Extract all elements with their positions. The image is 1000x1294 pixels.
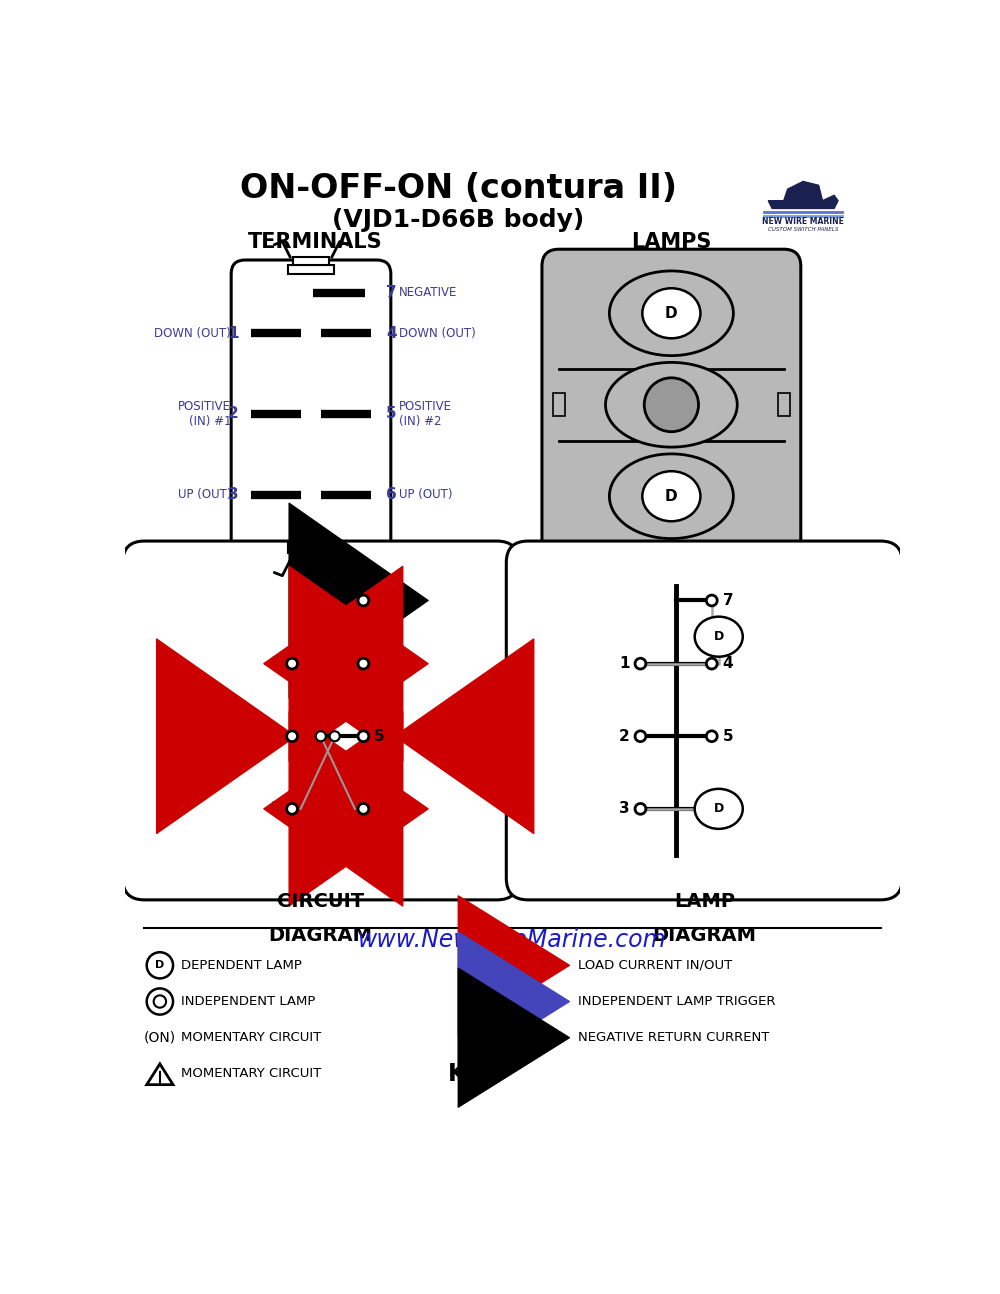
Text: MOMENTARY CIRCUIT: MOMENTARY CIRCUIT: [181, 1068, 321, 1080]
Text: 2: 2: [270, 729, 281, 744]
Circle shape: [330, 731, 340, 741]
Circle shape: [706, 659, 717, 669]
Bar: [288, 543, 334, 553]
Bar: [778, 393, 790, 417]
FancyBboxPatch shape: [506, 541, 902, 899]
Text: LOAD CURRENT IN/OUT: LOAD CURRENT IN/OUT: [578, 959, 733, 972]
Circle shape: [358, 804, 369, 814]
Circle shape: [706, 595, 717, 606]
Circle shape: [287, 731, 298, 741]
Text: 3: 3: [271, 801, 281, 817]
Text: D: D: [155, 960, 164, 970]
Text: 5: 5: [723, 729, 733, 744]
Text: MOMENTARY CIRCUIT: MOMENTARY CIRCUIT: [181, 1031, 321, 1044]
Circle shape: [316, 731, 326, 741]
Circle shape: [635, 804, 646, 814]
Text: 4: 4: [723, 656, 733, 672]
Text: D: D: [665, 305, 678, 321]
Text: 3: 3: [619, 801, 630, 817]
Circle shape: [635, 659, 646, 669]
Text: NEW WIRE MARINE: NEW WIRE MARINE: [762, 217, 844, 226]
Text: NEGATIVE: NEGATIVE: [399, 286, 457, 299]
Text: 1: 1: [619, 656, 630, 672]
Polygon shape: [784, 181, 822, 201]
Text: DEPENDENT LAMP: DEPENDENT LAMP: [181, 959, 302, 972]
Text: 6: 6: [386, 488, 397, 502]
Circle shape: [706, 731, 717, 741]
Text: 7: 7: [723, 593, 733, 608]
Circle shape: [358, 595, 369, 606]
Text: UP (OUT): UP (OUT): [178, 488, 231, 501]
Text: NEGATIVE RETURN CURRENT: NEGATIVE RETURN CURRENT: [578, 1031, 770, 1044]
Text: POSITIVE
(IN) #1: POSITIVE (IN) #1: [178, 400, 231, 428]
Circle shape: [287, 659, 298, 669]
Bar: [293, 258, 329, 264]
Circle shape: [644, 378, 698, 432]
FancyBboxPatch shape: [542, 250, 801, 560]
Text: 2: 2: [619, 729, 630, 744]
Text: KEY: KEY: [448, 1062, 500, 1086]
Text: (ON): (ON): [144, 1031, 176, 1044]
Text: LAMPS: LAMPS: [631, 232, 712, 251]
Ellipse shape: [609, 454, 733, 538]
Text: CUSTOM SWITCH PANELS: CUSTOM SWITCH PANELS: [768, 228, 838, 233]
Text: 7: 7: [386, 285, 397, 300]
Text: DIAGRAM: DIAGRAM: [652, 927, 756, 945]
Text: 3: 3: [228, 488, 239, 502]
Text: 1: 1: [271, 656, 281, 672]
Text: POSITIVE
(IN) #2: POSITIVE (IN) #2: [399, 400, 452, 428]
Text: 1: 1: [228, 326, 239, 340]
Text: 7: 7: [374, 593, 385, 608]
Text: INDEPENDENT LAMP: INDEPENDENT LAMP: [181, 995, 315, 1008]
Text: 4: 4: [374, 656, 385, 672]
Ellipse shape: [642, 289, 700, 338]
Text: UP (OUT): UP (OUT): [399, 488, 452, 501]
Text: D: D: [714, 802, 724, 815]
Text: INDEPENDENT LAMP TRIGGER: INDEPENDENT LAMP TRIGGER: [578, 995, 776, 1008]
Ellipse shape: [609, 270, 733, 356]
FancyBboxPatch shape: [123, 541, 519, 899]
Ellipse shape: [695, 789, 743, 829]
Text: 6: 6: [723, 801, 733, 817]
Text: DOWN (OUT): DOWN (OUT): [399, 326, 475, 339]
Ellipse shape: [606, 362, 737, 448]
Circle shape: [358, 659, 369, 669]
Circle shape: [147, 952, 173, 978]
Ellipse shape: [695, 617, 743, 656]
Bar: [553, 393, 565, 417]
Text: D: D: [714, 630, 724, 643]
Circle shape: [147, 989, 173, 1014]
Polygon shape: [822, 195, 838, 201]
Circle shape: [635, 731, 646, 741]
Text: 2: 2: [228, 406, 239, 422]
Polygon shape: [768, 201, 838, 208]
Text: (VJD1-D66B body): (VJD1-D66B body): [332, 208, 584, 233]
Text: LAMP: LAMP: [674, 892, 735, 911]
Circle shape: [706, 804, 717, 814]
Circle shape: [154, 995, 166, 1008]
Text: DOWN (OUT): DOWN (OUT): [154, 326, 231, 339]
Bar: [293, 553, 329, 560]
Text: 5: 5: [386, 406, 397, 422]
Text: TERMINALS: TERMINALS: [248, 232, 382, 251]
Ellipse shape: [642, 471, 700, 521]
Text: D: D: [665, 489, 678, 503]
Text: CIRCUIT: CIRCUIT: [277, 892, 364, 911]
Text: 5: 5: [374, 729, 385, 744]
Bar: [288, 264, 334, 274]
Text: 6: 6: [374, 801, 385, 817]
FancyBboxPatch shape: [231, 260, 391, 558]
Text: www.NewWireMarine.com: www.NewWireMarine.com: [358, 928, 667, 952]
Circle shape: [358, 731, 369, 741]
Text: DIAGRAM: DIAGRAM: [269, 927, 373, 945]
Circle shape: [287, 804, 298, 814]
Text: 4: 4: [386, 326, 397, 340]
Text: ON-OFF-ON (contura II): ON-OFF-ON (contura II): [240, 172, 677, 206]
